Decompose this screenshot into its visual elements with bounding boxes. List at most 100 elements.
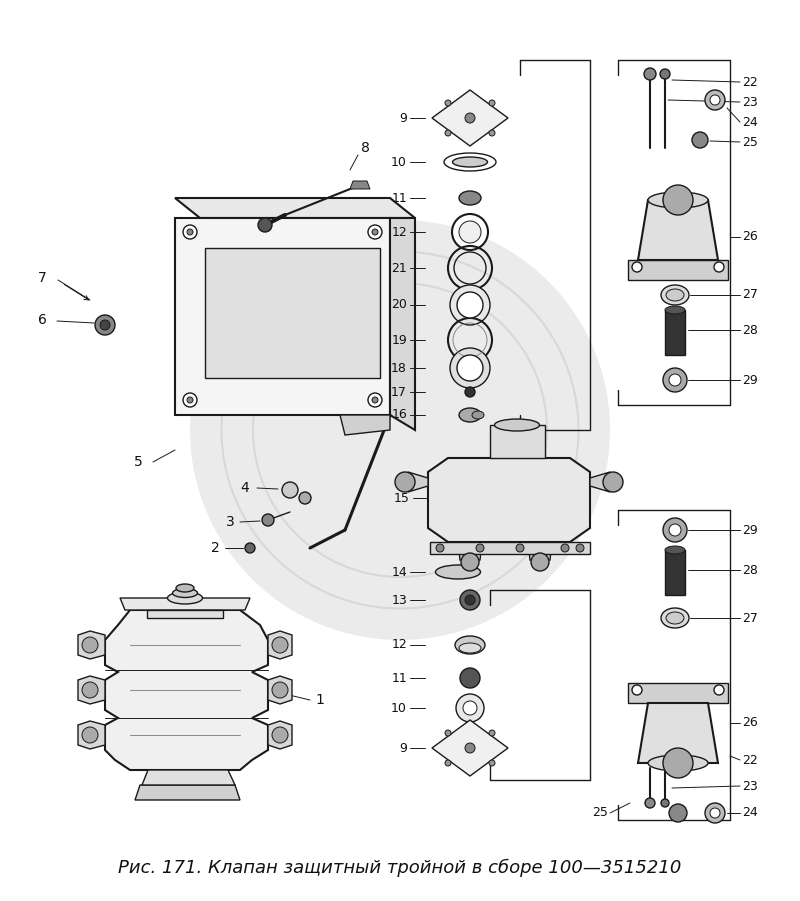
Circle shape xyxy=(465,113,475,123)
Circle shape xyxy=(100,320,110,330)
Circle shape xyxy=(372,397,378,403)
Ellipse shape xyxy=(453,157,487,167)
Polygon shape xyxy=(628,683,728,703)
Text: 13: 13 xyxy=(391,594,407,606)
Bar xyxy=(147,610,223,618)
Text: 21: 21 xyxy=(391,261,407,275)
Circle shape xyxy=(299,492,311,504)
Polygon shape xyxy=(105,610,268,770)
Circle shape xyxy=(710,808,720,818)
Ellipse shape xyxy=(455,636,485,654)
Polygon shape xyxy=(408,472,428,492)
Text: 24: 24 xyxy=(742,806,758,820)
Polygon shape xyxy=(340,415,390,435)
Text: 28: 28 xyxy=(742,323,758,336)
Bar xyxy=(665,550,685,595)
Text: 6: 6 xyxy=(38,313,46,327)
Circle shape xyxy=(561,544,569,552)
Circle shape xyxy=(531,553,549,571)
Circle shape xyxy=(395,472,415,492)
Polygon shape xyxy=(528,542,552,560)
Text: 4: 4 xyxy=(241,481,250,495)
Text: 24: 24 xyxy=(742,115,758,129)
Text: 10: 10 xyxy=(391,156,407,168)
Circle shape xyxy=(516,544,524,552)
Circle shape xyxy=(450,285,490,325)
Circle shape xyxy=(272,682,288,698)
Ellipse shape xyxy=(176,584,194,592)
Circle shape xyxy=(459,221,481,243)
Text: 10: 10 xyxy=(391,702,407,714)
Text: 22: 22 xyxy=(742,76,758,88)
Circle shape xyxy=(603,472,623,492)
Text: 1: 1 xyxy=(315,693,324,707)
Ellipse shape xyxy=(661,608,689,628)
Ellipse shape xyxy=(648,755,708,771)
Text: 25: 25 xyxy=(742,135,758,149)
Bar xyxy=(430,542,590,554)
Text: 28: 28 xyxy=(742,563,758,577)
Circle shape xyxy=(258,218,272,232)
Polygon shape xyxy=(175,198,415,218)
Text: 15: 15 xyxy=(394,492,410,505)
Circle shape xyxy=(465,595,475,605)
Text: 29: 29 xyxy=(742,374,758,387)
Circle shape xyxy=(262,514,274,526)
Circle shape xyxy=(456,694,484,722)
Ellipse shape xyxy=(666,289,684,301)
Circle shape xyxy=(445,130,451,136)
Circle shape xyxy=(644,68,656,80)
Circle shape xyxy=(489,100,495,106)
Circle shape xyxy=(710,95,720,105)
Circle shape xyxy=(82,682,98,698)
Text: 7: 7 xyxy=(38,271,46,285)
Circle shape xyxy=(445,100,451,106)
Text: 22: 22 xyxy=(742,753,758,767)
Circle shape xyxy=(190,220,610,640)
Text: 27: 27 xyxy=(742,288,758,302)
Circle shape xyxy=(669,374,681,386)
Ellipse shape xyxy=(173,588,198,597)
Text: 18: 18 xyxy=(391,361,407,375)
Ellipse shape xyxy=(661,285,689,305)
Text: Рис. 171. Клапан защитный тройной в сборе 100—3515210: Рис. 171. Клапан защитный тройной в сбор… xyxy=(118,859,682,878)
Circle shape xyxy=(445,730,451,736)
Polygon shape xyxy=(268,721,292,749)
Circle shape xyxy=(660,69,670,79)
Circle shape xyxy=(669,804,687,822)
Circle shape xyxy=(187,229,193,235)
Ellipse shape xyxy=(459,191,481,205)
Polygon shape xyxy=(432,90,508,146)
Circle shape xyxy=(82,727,98,743)
Circle shape xyxy=(632,262,642,272)
Circle shape xyxy=(705,90,725,110)
Circle shape xyxy=(489,130,495,136)
Polygon shape xyxy=(175,218,390,415)
Polygon shape xyxy=(268,631,292,659)
Text: 8: 8 xyxy=(361,141,370,155)
Circle shape xyxy=(272,727,288,743)
Circle shape xyxy=(489,730,495,736)
Text: 2: 2 xyxy=(210,541,219,555)
Circle shape xyxy=(460,668,480,688)
Circle shape xyxy=(465,743,475,753)
Circle shape xyxy=(463,701,477,715)
Polygon shape xyxy=(120,598,250,610)
Ellipse shape xyxy=(665,546,685,554)
Circle shape xyxy=(372,229,378,235)
Ellipse shape xyxy=(472,411,484,419)
Polygon shape xyxy=(638,200,718,260)
Circle shape xyxy=(632,685,642,695)
Text: 23: 23 xyxy=(742,779,758,793)
Ellipse shape xyxy=(459,643,481,653)
Text: 17: 17 xyxy=(391,386,407,398)
Text: 9: 9 xyxy=(399,742,407,754)
Circle shape xyxy=(714,685,724,695)
Circle shape xyxy=(692,132,708,148)
Ellipse shape xyxy=(494,419,539,431)
Polygon shape xyxy=(268,676,292,704)
Bar xyxy=(665,310,685,355)
Circle shape xyxy=(245,543,255,553)
Circle shape xyxy=(714,262,724,272)
Text: 25: 25 xyxy=(592,806,608,820)
